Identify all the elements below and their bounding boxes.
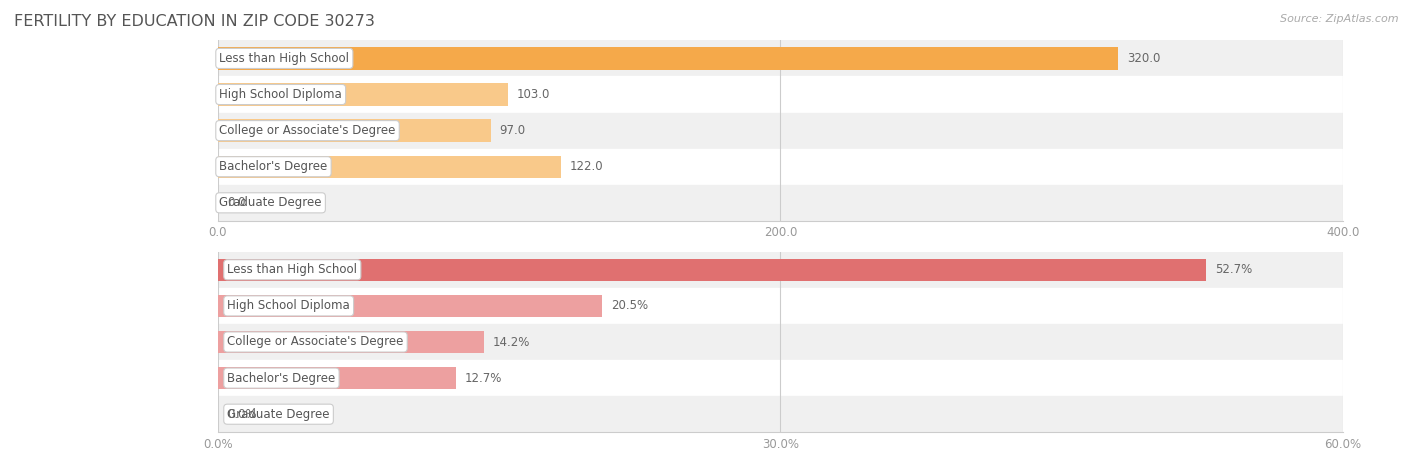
- Bar: [218, 252, 1343, 288]
- Text: College or Associate's Degree: College or Associate's Degree: [219, 124, 395, 137]
- Text: Source: ZipAtlas.com: Source: ZipAtlas.com: [1281, 14, 1399, 24]
- Text: 52.7%: 52.7%: [1215, 263, 1253, 276]
- Bar: [218, 288, 1343, 324]
- Bar: [218, 396, 1343, 432]
- Text: 0.0: 0.0: [226, 196, 246, 209]
- Bar: [218, 155, 561, 178]
- Text: 14.2%: 14.2%: [494, 335, 530, 349]
- Text: Less than High School: Less than High School: [228, 263, 357, 276]
- Text: 97.0: 97.0: [499, 124, 526, 137]
- Text: Bachelor's Degree: Bachelor's Degree: [228, 371, 336, 385]
- Bar: [218, 76, 1343, 113]
- Bar: [218, 331, 484, 353]
- Text: 320.0: 320.0: [1126, 52, 1160, 65]
- Bar: [218, 40, 1343, 76]
- Bar: [218, 258, 1206, 281]
- Bar: [218, 185, 1343, 221]
- Text: 122.0: 122.0: [569, 160, 603, 173]
- Bar: [218, 83, 508, 106]
- Text: 20.5%: 20.5%: [612, 299, 648, 313]
- Bar: [218, 294, 602, 317]
- Text: 12.7%: 12.7%: [465, 371, 502, 385]
- Bar: [218, 47, 1118, 70]
- Text: 103.0: 103.0: [516, 88, 550, 101]
- Text: 0.0%: 0.0%: [226, 408, 256, 421]
- Text: High School Diploma: High School Diploma: [219, 88, 342, 101]
- Bar: [218, 367, 456, 389]
- Bar: [218, 119, 491, 142]
- Text: Bachelor's Degree: Bachelor's Degree: [219, 160, 328, 173]
- Text: High School Diploma: High School Diploma: [228, 299, 350, 313]
- Text: Less than High School: Less than High School: [219, 52, 349, 65]
- Text: College or Associate's Degree: College or Associate's Degree: [228, 335, 404, 349]
- Bar: [218, 113, 1343, 149]
- Text: Graduate Degree: Graduate Degree: [219, 196, 322, 209]
- Text: FERTILITY BY EDUCATION IN ZIP CODE 30273: FERTILITY BY EDUCATION IN ZIP CODE 30273: [14, 14, 375, 29]
- Bar: [218, 324, 1343, 360]
- Bar: [218, 360, 1343, 396]
- Bar: [218, 149, 1343, 185]
- Text: Graduate Degree: Graduate Degree: [228, 408, 330, 421]
